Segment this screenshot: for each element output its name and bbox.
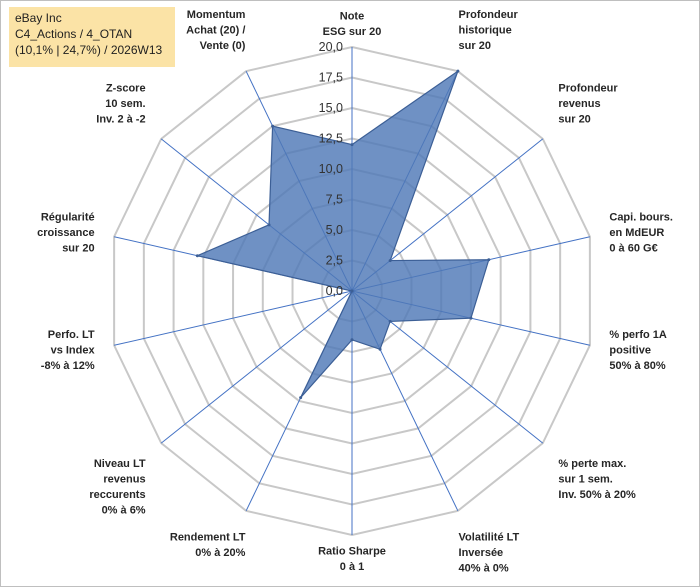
- axis-label-line: positive: [609, 344, 651, 356]
- axis-label-line: 0% à 6%: [102, 505, 146, 517]
- axis-label-10: Perfo. LT vs Index -8% à 12%: [41, 329, 96, 372]
- axis-label-line: Achat (20) /: [186, 25, 245, 37]
- data-point-13: [271, 124, 275, 128]
- title-stats: (10,1% | 24,7%) / 2026W13: [15, 43, 163, 57]
- data-point-6: [378, 347, 382, 351]
- axis-label-line: Inversée: [459, 547, 504, 559]
- tick-label: 20,0: [319, 40, 343, 54]
- axis-label-line: sur 20: [558, 113, 590, 125]
- axis-label-line: Vente (0): [200, 40, 246, 52]
- chart-title-box: eBay Inc C4_Actions / 4_OTAN (10,1% | 24…: [9, 7, 175, 67]
- axis-label-8: Rendement LT 0% à 20%: [170, 531, 246, 559]
- tick-label: 12,5: [319, 132, 343, 146]
- axis-label-13: Momentum Achat (20) / Vente (0): [186, 9, 246, 52]
- data-point-11: [195, 254, 199, 258]
- axis-label-line: Inv. 50% à 20%: [558, 489, 636, 501]
- axis-label-7: Ratio Sharpe 0 à 1: [318, 546, 386, 574]
- tick-label: 17,5: [319, 71, 343, 85]
- data-point-5: [388, 319, 392, 323]
- axis-label-12: Z-score 10 sem. Inv. 2 à -2: [96, 82, 145, 125]
- data-point-4: [469, 316, 473, 320]
- data-point-8: [299, 396, 303, 400]
- data-point-7: [350, 338, 354, 342]
- axis-label-line: revenus: [103, 474, 145, 486]
- title-company: eBay Inc: [15, 11, 62, 25]
- axis-label-2: Profondeur revenus sur 20: [558, 82, 618, 125]
- axis-label-line: Momentum: [187, 9, 246, 21]
- axis-label-line: 0 à 60 G€: [609, 243, 657, 255]
- axis-label-line: 10 sem.: [105, 98, 145, 110]
- axis-label-line: Profondeur: [459, 9, 519, 21]
- axis-label-1: Profondeur historique sur 20: [459, 9, 519, 52]
- axis-label-line: vs Index: [51, 344, 96, 356]
- axis-label-0: Note ESG sur 20: [323, 11, 382, 39]
- axis-label-line: en MdEUR: [609, 227, 664, 239]
- axis-label-line: Ratio Sharpe: [318, 546, 386, 558]
- axis-label-4: % perfo 1A positive 50% à 80%: [609, 329, 667, 372]
- axis-label-line: Niveau LT: [94, 458, 146, 470]
- axis-label-line: sur 1 sem.: [558, 474, 612, 486]
- title-portfolio: C4_Actions / 4_OTAN: [15, 27, 133, 41]
- axis-label-line: sur 20: [62, 243, 94, 255]
- axis-label-3: Capi. bours. en MdEUR 0 à 60 G€: [609, 212, 673, 255]
- axis-label-line: reccurents: [89, 489, 145, 501]
- tick-label: 5,0: [326, 223, 343, 237]
- axis-label-line: Régularité: [41, 212, 95, 224]
- tick-label: 10,0: [319, 162, 343, 176]
- tick-label: 0,0: [326, 284, 343, 298]
- series-area: [195, 69, 490, 399]
- axis-label-line: Profondeur: [558, 82, 618, 94]
- axis-label-line: Volatilité LT: [459, 531, 520, 543]
- axis-label-line: Rendement LT: [170, 531, 246, 543]
- axis-label-line: % perfo 1A: [609, 329, 667, 341]
- axis-label-line: historique: [459, 25, 512, 37]
- axis-label-9: Niveau LT revenus reccurents 0% à 6%: [89, 458, 146, 517]
- axis-label-line: Z-score: [106, 82, 146, 94]
- axis-label-line: sur 20: [459, 40, 491, 52]
- axis-label-line: ESG sur 20: [323, 26, 382, 38]
- data-point-3: [487, 258, 491, 262]
- axis-label-line: Inv. 2 à -2: [96, 113, 145, 125]
- axis-label-line: 0% à 20%: [195, 547, 245, 559]
- axis-label-6: Volatilité LT Inversée 40% à 0%: [459, 531, 520, 574]
- axis-label-line: 50% à 80%: [609, 360, 665, 372]
- data-point-12: [267, 223, 271, 227]
- axis-label-line: 0 à 1: [340, 561, 364, 573]
- axis-label-line: % perte max.: [558, 458, 626, 470]
- spoke-9: [160, 290, 353, 444]
- axis-label-line: Capi. bours.: [609, 212, 673, 224]
- axis-label-line: croissance: [37, 227, 94, 239]
- radar-tick-labels: 0,0 2,5 5,0 7,5 10,0 12,5 15,0 17,5 20,0: [319, 40, 343, 298]
- data-point-1: [456, 69, 460, 73]
- radar-series: [195, 69, 491, 400]
- axis-label-line: Note: [340, 11, 364, 23]
- data-point-2: [388, 259, 392, 263]
- axis-label-11: Régularité croissance sur 20: [37, 212, 94, 255]
- axis-label-line: Perfo. LT: [48, 329, 95, 341]
- axis-label-line: 40% à 0%: [459, 562, 509, 574]
- axis-label-line: revenus: [558, 98, 600, 110]
- tick-label: 15,0: [319, 101, 343, 115]
- data-point-10: [350, 289, 354, 293]
- tick-label: 2,5: [326, 254, 343, 268]
- axis-label-line: -8% à 12%: [41, 360, 95, 372]
- tick-label: 7,5: [326, 193, 343, 207]
- data-point-0: [350, 143, 354, 147]
- axis-label-5: % perte max. sur 1 sem. Inv. 50% à 20%: [558, 458, 636, 501]
- spoke-10: [114, 290, 353, 346]
- radar-axis-labels: Note ESG sur 20 Profondeur historique sur 20…: [37, 9, 673, 574]
